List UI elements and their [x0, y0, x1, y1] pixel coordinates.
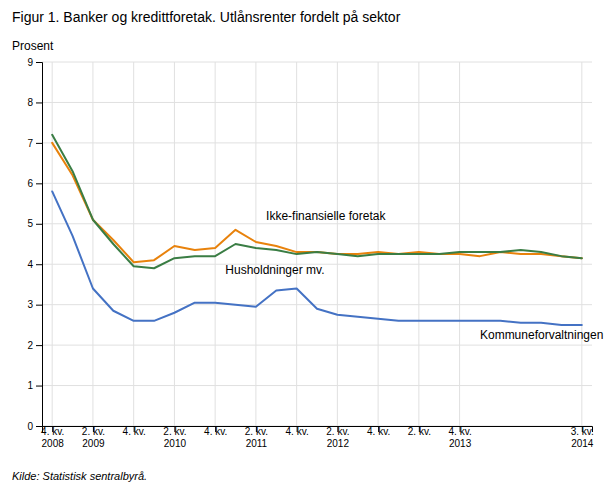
tick-mark	[36, 305, 42, 306]
grid-line	[42, 142, 592, 143]
grid-line	[215, 62, 216, 426]
tick-label: 7	[27, 138, 33, 149]
grid-line	[42, 385, 592, 386]
tick: 1	[27, 380, 42, 391]
grid-line	[378, 62, 379, 426]
tick-label: 2. kv.	[408, 426, 431, 437]
annotation: Husholdninger mv.	[225, 263, 324, 277]
tick-mark	[36, 62, 42, 63]
grid-line	[133, 62, 134, 426]
tick-mark	[36, 102, 42, 103]
tick: 3	[27, 299, 42, 310]
tick: 4. kv.	[204, 426, 227, 437]
grid-line	[459, 62, 460, 426]
tick: 7	[27, 138, 42, 149]
tick: 6	[27, 178, 42, 189]
grid	[42, 62, 592, 426]
tick: 2. kv.2009	[82, 426, 105, 449]
tick-label: 3. kv.2014	[571, 426, 594, 449]
tick: 4. kv.2008	[41, 426, 64, 449]
grid-line	[92, 62, 93, 426]
annotation: Kommuneforvaltningen	[480, 328, 603, 342]
tick-mark	[36, 183, 42, 184]
tick-mark	[36, 143, 42, 144]
tick-label: 1	[27, 380, 33, 391]
tick: 8	[27, 97, 42, 108]
tick: 4. kv.	[367, 426, 390, 437]
annotation: Ikke-finansielle foretak	[266, 209, 386, 223]
y-label: Prosent	[12, 39, 54, 53]
tick: 2. kv.2010	[163, 426, 186, 449]
tick: 2	[27, 340, 42, 351]
tick: 2. kv.2011	[245, 426, 268, 449]
tick-mark	[36, 264, 42, 265]
tick-mark	[36, 386, 42, 387]
tick-label: 2	[27, 340, 33, 351]
tick-label: 4. kv.	[367, 426, 390, 437]
series-line	[52, 135, 582, 268]
grid-line	[255, 62, 256, 426]
tick: 2. kv.2012	[326, 426, 349, 449]
grid-line	[42, 223, 592, 224]
grid-line	[581, 62, 582, 426]
grid-line	[52, 62, 53, 426]
tick-label: 3	[27, 299, 33, 310]
tick: 3. kv.2014	[571, 426, 594, 449]
tick: 0	[27, 421, 42, 432]
grid-line	[42, 102, 592, 103]
tick-label: 8	[27, 97, 33, 108]
grid-line	[42, 345, 592, 346]
tick-mark	[36, 224, 42, 225]
tick: 4	[27, 259, 42, 270]
tick-label: 2. kv.2010	[163, 426, 186, 449]
x-axis: 4. kv.2008 2. kv.2009 4. kv. 2. kv.2010 4. k…	[41, 426, 594, 449]
tick-label: 0	[27, 421, 33, 432]
series-line	[52, 191, 582, 324]
lines	[52, 135, 582, 325]
tick-label: 5	[27, 218, 33, 229]
tick: 9	[27, 57, 42, 68]
tick-mark	[36, 345, 42, 346]
tick: 4. kv.	[286, 426, 309, 437]
annotations: Ikke-finansielle foretak Husholdninger mv…	[225, 209, 603, 342]
grid-line	[42, 183, 592, 184]
grid-line	[418, 62, 419, 426]
chart: 0 1 2 3 4 5 6 7 8 9 4. kv.2008 2. kv.2009 4. kv. 2. k…	[0, 0, 610, 488]
y-axis: 0 1 2 3 4 5 6 7 8 9	[27, 57, 42, 432]
tick-label: 4. kv.2008	[41, 426, 64, 449]
source: Kilde: Statistisk sentralbyrå.	[12, 470, 147, 482]
tick-label: 4. kv.	[286, 426, 309, 437]
grid-line	[42, 62, 592, 63]
tick-label: 9	[27, 57, 33, 68]
title: Figur 1. Banker og kredittforetak. Utlån…	[12, 9, 401, 25]
grid-line	[337, 62, 338, 426]
tick: 4. kv.2013	[449, 426, 472, 449]
grid-line	[42, 304, 592, 305]
tick: 4. kv.	[123, 426, 146, 437]
axis-line	[36, 63, 43, 427]
tick-label: 2. kv.2011	[245, 426, 268, 449]
tick: 2. kv.	[408, 426, 431, 437]
tick-label: 4. kv.2013	[449, 426, 472, 449]
tick-label: 4	[27, 259, 33, 270]
tick-label: 4. kv.	[204, 426, 227, 437]
tick: 5	[27, 218, 42, 229]
tick-label: 4. kv.	[123, 426, 146, 437]
series-line	[52, 143, 582, 262]
tick-label: 2. kv.2009	[82, 426, 105, 449]
grid-line	[296, 62, 297, 426]
tick-label: 2. kv.2012	[326, 426, 349, 449]
grid-line	[174, 62, 175, 426]
tick-label: 6	[27, 178, 33, 189]
